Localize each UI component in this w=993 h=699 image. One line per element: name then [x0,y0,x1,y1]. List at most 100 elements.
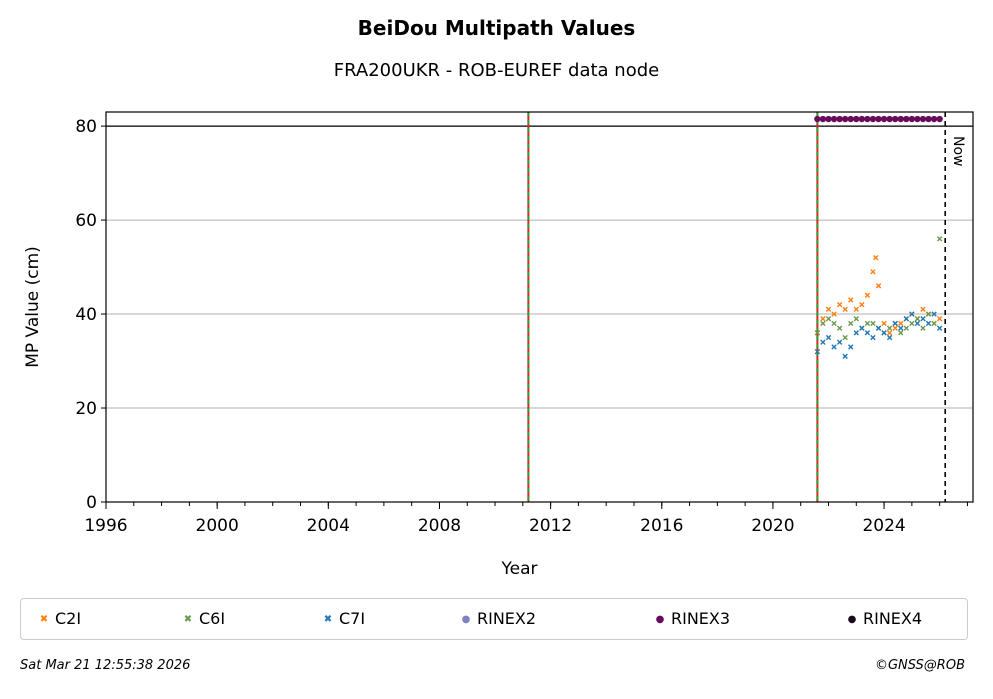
point-c2i [886,330,893,336]
c7i-marker-icon: ✖ [323,613,333,625]
y-tick-label: 80 [75,117,97,137]
legend-label-rinex4: RINEX4 [863,609,923,628]
point-c2i [881,320,887,327]
point-c7i [909,311,915,317]
point-c6i [931,320,937,327]
point-c6i [848,320,854,327]
legend-label-c6i: C6I [199,609,226,628]
point-c2i [853,306,859,313]
point-rinex3 [903,115,910,123]
point-c7i [870,334,876,341]
point-rinex3 [875,115,882,123]
point-c6i [920,325,926,331]
point-rinex3 [908,115,916,123]
legend-item-rinex2: ● RINEX2 [459,599,536,639]
point-c2i [870,269,876,275]
point-rinex3 [825,115,832,123]
point-c2i [864,292,871,298]
point-c7i [820,339,826,345]
point-c6i [914,316,921,322]
point-c7i [898,325,904,331]
chart-subtitle: FRA200UKR - ROB-EUREF data node [333,60,660,81]
point-c7i [903,316,910,322]
point-c2i [831,311,837,317]
point-c7i [936,325,943,331]
point-c6i [870,320,876,327]
x-tick-label: 2000 [196,516,239,536]
point-rinex3 [819,115,827,123]
point-rinex3 [853,115,860,123]
point-c7i [836,339,843,345]
point-c6i [886,325,893,331]
legend-label-c7i: C7I [339,609,366,628]
point-c6i [864,320,871,327]
legend-label-rinex2: RINEX2 [477,609,537,628]
point-c2i [820,316,826,322]
y-axis-label: MP Value (cm) [23,246,43,368]
point-c7i [914,320,921,327]
point-c6i [842,334,848,341]
point-rinex3 [880,115,888,123]
point-c7i [814,348,821,355]
point-c7i [853,330,859,336]
legend-item-rinex3: ● RINEX3 [653,599,730,639]
point-rinex3 [864,115,871,123]
legend: ✖ C2I ✖ C6I ✖ C7I ● RINEX2 ● RINEX3 ● RINEX4 [20,598,968,640]
point-c6i [831,320,837,327]
point-rinex3 [936,115,943,123]
point-rinex3 [886,115,893,123]
rinex3-marker-icon: ● [655,613,665,625]
point-rinex3 [830,115,838,123]
x-axis-label: Year [501,559,538,579]
y-tick-label: 40 [75,305,97,325]
x-tick-label: 2016 [640,516,683,536]
y-tick-label: 20 [75,399,97,419]
point-c7i [925,320,932,327]
point-c6i [853,316,859,322]
c2i-marker-icon: ✖ [39,613,49,625]
legend-item-c7i: ✖ C7I [321,599,365,639]
point-c7i [886,334,893,341]
point-c7i [842,353,848,360]
x-tick-label: 1996 [84,516,127,536]
point-c7i [931,311,937,317]
point-c7i [892,320,898,327]
point-c6i [936,236,943,242]
point-c7i [848,344,854,350]
x-tick-label: 2024 [862,516,905,536]
point-c6i [820,320,826,327]
point-rinex3 [841,115,849,123]
point-c7i [875,325,882,331]
point-rinex3 [930,115,938,123]
legend-label-rinex3: RINEX3 [671,609,731,628]
copyright: ©GNSS@ROB [874,658,965,673]
point-rinex3 [847,115,854,123]
x-tick-label: 2020 [751,516,794,536]
point-c2i [875,283,882,289]
legend-item-c6i: ✖ C6I [181,599,225,639]
point-c2i [836,301,843,308]
c6i-marker-icon: ✖ [183,613,193,625]
legend-item-c2i: ✖ C2I [37,599,81,639]
point-rinex3 [836,115,843,123]
point-rinex3 [925,115,932,123]
point-c2i [842,306,848,313]
point-rinex3 [891,115,899,123]
point-c7i [864,330,871,336]
point-c2i [848,297,854,303]
point-c7i [881,330,887,336]
point-c6i [836,325,843,331]
point-c6i [814,330,821,336]
y-tick-label: 60 [75,211,97,231]
point-c6i [909,320,915,327]
point-c7i [859,325,865,331]
point-c2i [920,306,926,313]
axes-frame [105,111,974,503]
point-c7i [920,316,926,322]
point-c6i [825,316,832,322]
point-rinex3 [858,115,866,123]
x-tick-label: 2004 [307,516,350,536]
legend-label-c2i: C2I [55,609,82,628]
